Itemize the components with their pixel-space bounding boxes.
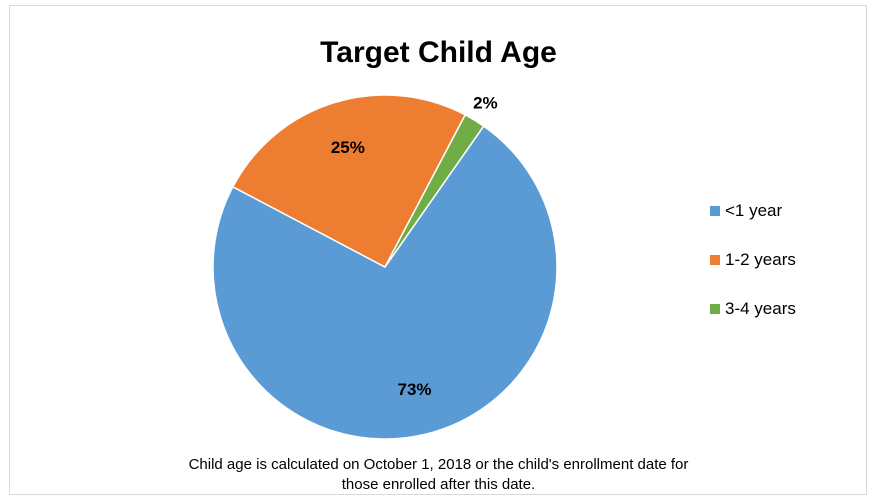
legend-item-under-1-year: <1 year xyxy=(710,198,796,223)
legend-item-1-2-years: 1-2 years xyxy=(710,247,796,272)
legend-label-under-1-year: <1 year xyxy=(725,200,783,220)
legend-item-3-4-years: 3-4 years xyxy=(710,296,796,321)
chart-footnote: Child age is calculated on October 1, 20… xyxy=(0,455,877,495)
footnote-line-2: those enrolled after this date. xyxy=(341,476,536,493)
chart-title: Target Child Age xyxy=(320,36,557,69)
pie-slice-3-4-years xyxy=(384,113,485,268)
data-label-3-4-years: 2% xyxy=(473,94,498,113)
legend-swatch-3-4-years xyxy=(710,303,720,314)
data-label-1-2-years: 25% xyxy=(331,138,365,157)
pie-slice-under-1-year xyxy=(212,125,558,440)
footnote-line-1: Child age is calculated on October 1, 20… xyxy=(188,456,689,473)
legend: <1 year 1-2 years 3-4 years xyxy=(710,198,796,345)
legend-label-3-4-years: 3-4 years xyxy=(725,298,796,318)
legend-swatch-under-1-year xyxy=(710,205,720,216)
data-label-under-1-year: 73% xyxy=(398,380,432,399)
legend-label-1-2-years: 1-2 years xyxy=(725,249,796,269)
legend-swatch-1-2-years xyxy=(710,254,720,265)
